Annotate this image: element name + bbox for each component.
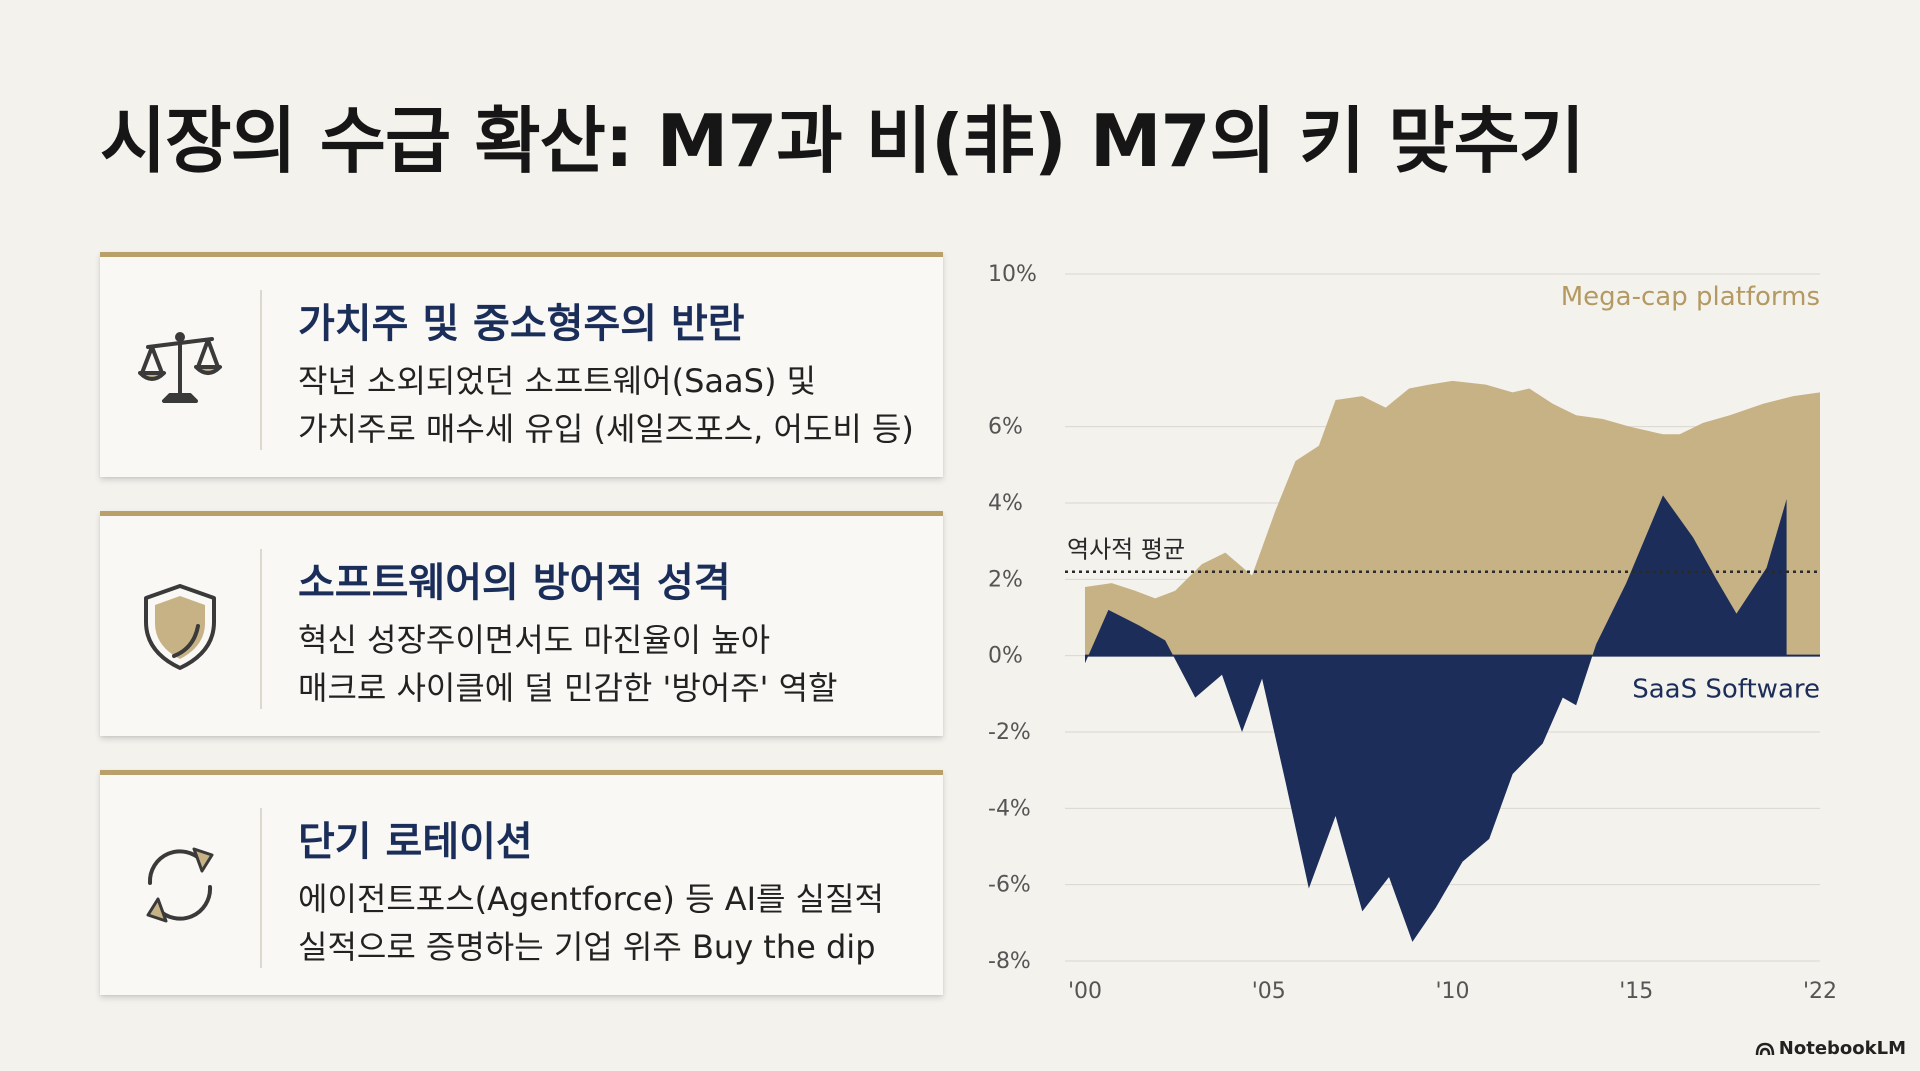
- brand-footer: NotebookLM: [1755, 1038, 1906, 1059]
- y-tick-label: -2%: [988, 720, 1031, 745]
- card-body-line: 작년 소외되었던 소프트웨어(SaaS) 및: [298, 362, 817, 400]
- shield-icon: [144, 584, 216, 670]
- area-chart: 10% 6% 4% 2% 0% -2% -4% -6% -8% '00 '05 '10 '15 '22 역사…: [988, 262, 1837, 1004]
- card-software-defensive: 소프트웨어의 방어적 성격 혁신 성장주이면서도 마진율이 높아 매크로 사이클…: [100, 511, 943, 736]
- card-body-line: 혁신 성장주이면서도 마진율이 높아: [298, 621, 771, 659]
- card-heading: 가치주 및 중소형주의 반란: [298, 301, 745, 347]
- y-tick-label: -4%: [988, 796, 1031, 821]
- y-tick-label: 2%: [988, 567, 1023, 592]
- card-body-line: 매크로 사이클에 덜 민감한 '방어주' 역할: [298, 669, 838, 707]
- refresh-cycle-icon: [146, 847, 214, 923]
- card-short-term-rotation: 단기 로테이션 에이전트포스(Agentforce) 등 AI를 실질적 실적으…: [100, 770, 943, 995]
- legend-mega-cap: Mega-cap platforms: [1561, 282, 1820, 312]
- card-body: 작년 소외되었던 소프트웨어(SaaS) 및 가치주로 매수세 유입 (세일즈포…: [298, 357, 914, 453]
- series-area-saas: [1085, 495, 1787, 942]
- card-body: 에이전트포스(Agentforce) 등 AI를 실질적 실적으로 증명하는 기…: [298, 875, 884, 971]
- x-tick-label: '00: [1068, 979, 1102, 1004]
- card-divider: [260, 549, 262, 709]
- y-tick-label: 10%: [988, 262, 1037, 287]
- y-tick-label: 0%: [988, 644, 1023, 669]
- card-value-small-cap: 가치주 및 중소형주의 반란 작년 소외되었던 소프트웨어(SaaS) 및 가치…: [100, 252, 943, 477]
- y-tick-label: 4%: [988, 491, 1023, 516]
- historical-average-label: 역사적 평균: [1067, 536, 1185, 564]
- card-heading: 소프트웨어의 방어적 성격: [298, 560, 731, 606]
- y-tick-label: -6%: [988, 873, 1031, 898]
- x-tick-label: '15: [1619, 979, 1653, 1004]
- x-tick-label: '22: [1803, 979, 1837, 1004]
- card-body-line: 실적으로 증명하는 기업 위주 Buy the dip: [298, 928, 876, 966]
- card-body: 혁신 성장주이면서도 마진율이 높아 매크로 사이클에 덜 민감한 '방어주' …: [298, 616, 838, 712]
- card-body-line: 에이전트포스(Agentforce) 등 AI를 실질적: [298, 880, 884, 918]
- y-tick-label: -8%: [988, 949, 1031, 974]
- x-tick-label: '05: [1252, 979, 1286, 1004]
- card-heading: 단기 로테이션: [298, 819, 533, 865]
- brand-label: NotebookLM: [1778, 1038, 1906, 1059]
- card-divider: [260, 808, 262, 968]
- scale-icon: [138, 332, 222, 403]
- legend-saas: SaaS Software: [1632, 675, 1820, 705]
- card-body-line: 가치주로 매수세 유입 (세일즈포스, 어도비 등): [298, 410, 914, 448]
- card-divider: [260, 290, 262, 450]
- x-tick-label: '10: [1435, 979, 1469, 1004]
- y-tick-label: 6%: [988, 415, 1023, 440]
- notebooklm-logo-icon: [1755, 1042, 1775, 1056]
- page-title: 시장의 수급 확산: M7과 비(非) M7의 키 맞추기: [100, 99, 1585, 183]
